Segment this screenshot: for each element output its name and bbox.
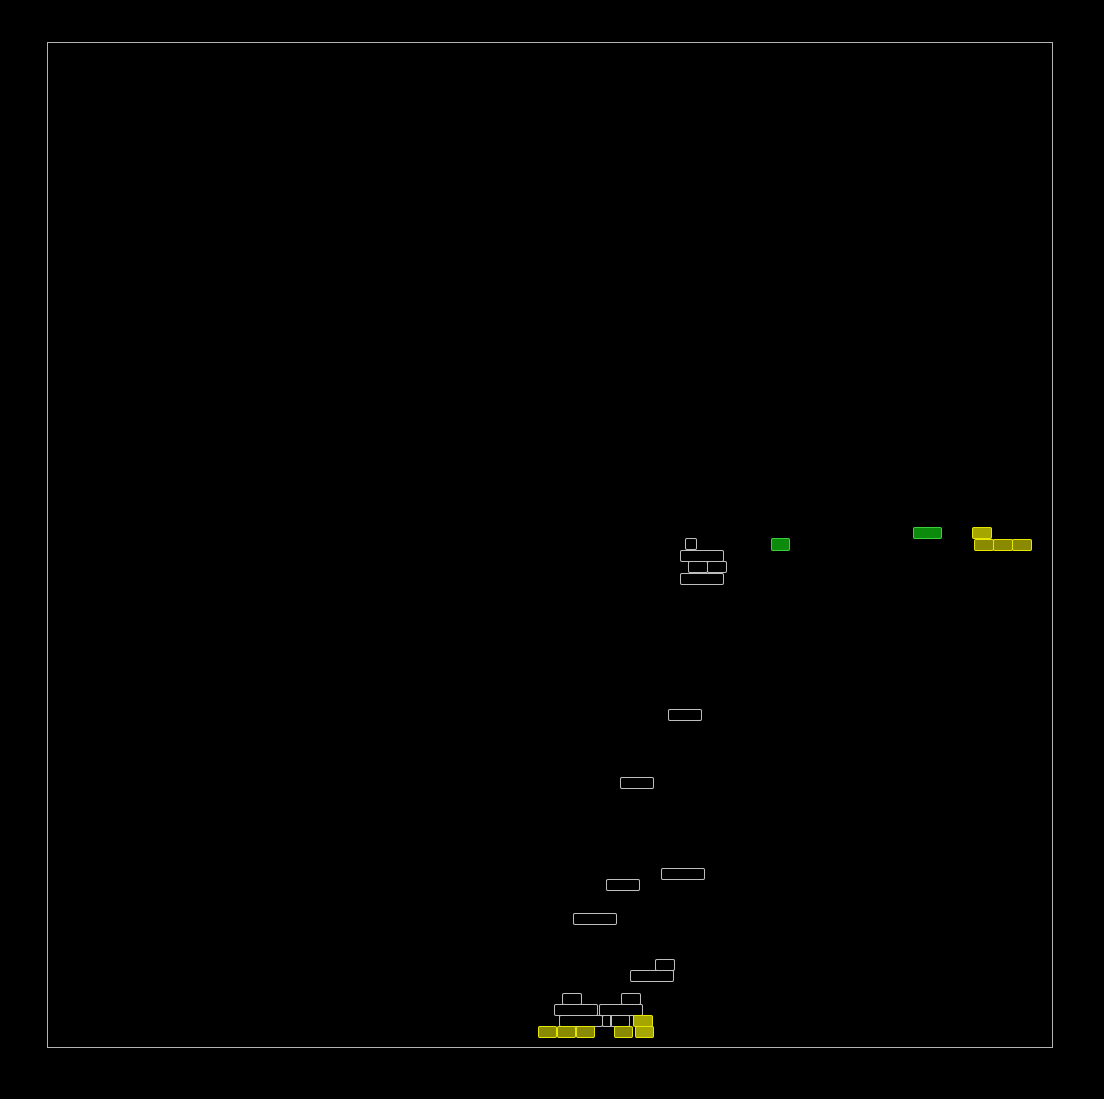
yellow-block — [972, 527, 992, 539]
yellow-block — [538, 1026, 557, 1038]
yellow-block — [993, 539, 1013, 551]
green-block — [771, 538, 790, 551]
platform-block — [688, 561, 708, 573]
platform-block — [620, 777, 654, 789]
platform-block — [573, 913, 617, 925]
yellow-block — [614, 1026, 633, 1038]
platform-block — [680, 573, 724, 585]
game-board[interactable] — [47, 42, 1053, 1048]
platform-block — [602, 1015, 612, 1027]
yellow-block — [974, 539, 994, 551]
yellow-block — [1012, 539, 1032, 551]
platform-block — [668, 709, 702, 721]
platform-block — [630, 970, 674, 982]
platform-block — [707, 561, 727, 573]
platform-block — [606, 879, 640, 891]
platform-block — [685, 538, 697, 550]
yellow-block — [576, 1026, 595, 1038]
yellow-block — [557, 1026, 576, 1038]
platform-block — [661, 868, 705, 880]
green-block — [913, 527, 942, 539]
yellow-block — [635, 1026, 654, 1038]
